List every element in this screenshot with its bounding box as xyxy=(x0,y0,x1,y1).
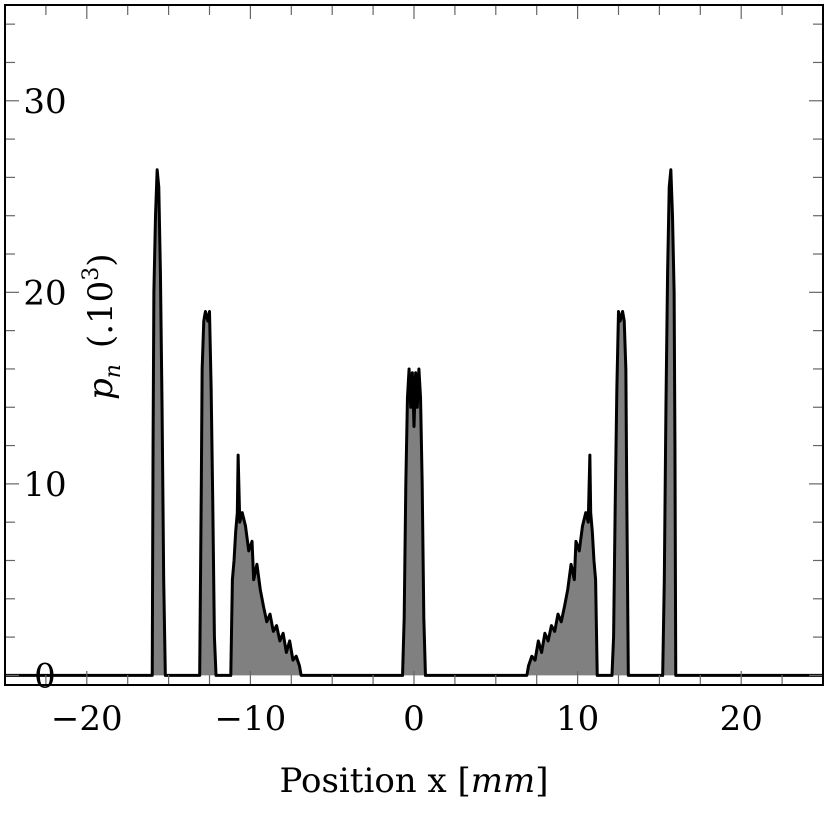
tick-layer: −20 −10 0 10 20 0 10 20 30 xyxy=(4,5,824,739)
series-layer xyxy=(5,168,823,677)
x-tick-label: 0 xyxy=(403,699,425,739)
y-tick-label: 30 xyxy=(23,82,66,122)
series-0-line xyxy=(5,168,823,677)
y-tick-label: 10 xyxy=(23,465,66,505)
y-tick-label: 20 xyxy=(23,273,66,313)
y-axis-label-exponent: 3 xyxy=(79,267,104,281)
y-axis-label: pn (.103) xyxy=(79,253,126,400)
x-axis-label-close-bracket: ] xyxy=(535,761,548,801)
x-axis-label-open-bracket: [ xyxy=(457,761,470,801)
plot-frame xyxy=(4,4,824,686)
x-tick-label: −10 xyxy=(215,699,287,739)
x-tick-label: −20 xyxy=(51,699,123,739)
x-tick-label: 10 xyxy=(556,699,599,739)
y-tick-label: 0 xyxy=(34,656,56,696)
x-axis-label-text: Position x xyxy=(279,761,457,801)
y-axis-label-close: ) xyxy=(81,253,121,266)
x-tick-label: 20 xyxy=(720,699,763,739)
y-axis-label-subscript: n xyxy=(101,364,126,378)
y-axis-label-symbol: p xyxy=(81,378,121,400)
series-0-area xyxy=(5,169,823,676)
x-axis-label: Position x [mm] xyxy=(279,761,548,801)
x-axis-label-unit: mm xyxy=(471,761,535,801)
y-axis-label-factor: (.10 xyxy=(81,281,121,348)
